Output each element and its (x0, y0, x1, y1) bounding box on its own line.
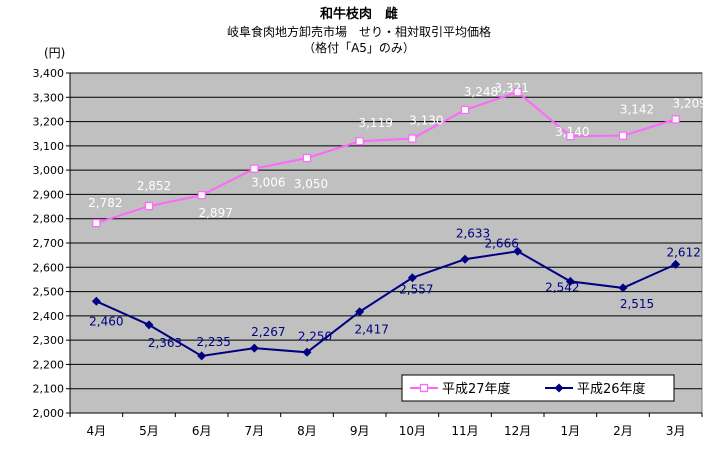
x-tick-label: 7月 (245, 424, 265, 438)
data-label: 2,666 (484, 236, 518, 250)
y-axis-unit-label: (円) (44, 46, 66, 60)
data-label: 3,006 (251, 176, 285, 190)
data-label: 3,119 (358, 116, 392, 130)
data-point (91, 296, 101, 306)
x-tick-label: 9月 (350, 424, 370, 438)
data-label: 2,897 (198, 206, 232, 220)
x-tick-label: 3月 (666, 424, 686, 438)
data-label: 2,542 (545, 280, 579, 294)
y-tick-label: 3,300 (33, 91, 65, 104)
data-point (197, 191, 206, 200)
data-point (460, 105, 470, 115)
data-label: 3,209 (672, 96, 706, 110)
x-tick-label: 2月 (613, 424, 633, 438)
legend-label: 平成27年度 (442, 381, 511, 397)
data-label: 2,417 (354, 323, 388, 337)
y-tick-label: 2,500 (33, 286, 65, 299)
data-point (92, 218, 101, 228)
data-point (513, 88, 522, 97)
x-tick-label: 12月 (504, 424, 531, 438)
x-tick-label: 4月 (87, 424, 107, 438)
chart-title-block: 和牛枝肉 雌 岐阜食肉地方卸売市場 せり・相対取引平均価格 （格付「A5」のみ） (0, 6, 718, 56)
data-point (302, 347, 312, 357)
x-tick-label: 8月 (297, 424, 317, 438)
data-label: 3,140 (555, 125, 589, 139)
series-line-2 (95, 250, 677, 357)
data-point (460, 254, 470, 264)
data-label: 3,142 (620, 103, 654, 117)
y-tick-label: 2,600 (33, 261, 65, 274)
data-point (355, 307, 365, 317)
legend-marker (419, 383, 429, 393)
data-point (513, 246, 523, 256)
data-label: 2,852 (137, 179, 171, 193)
y-tick-label: 3,000 (33, 164, 65, 177)
data-label: 2,250 (298, 329, 332, 343)
data-label: 2,633 (456, 226, 490, 240)
chart-subtitle: 岐阜食肉地方卸売市場 せり・相対取引平均価格 (226, 25, 491, 39)
data-label: 3,321 (494, 81, 528, 95)
y-tick-label: 2,300 (33, 334, 65, 347)
y-tick-label: 2,200 (33, 358, 65, 371)
y-tick-label: 2,900 (33, 188, 65, 201)
legend (401, 374, 675, 402)
data-label: 2,460 (89, 314, 123, 328)
legend-label: 平成26年度 (577, 381, 646, 397)
data-label: 3,130 (409, 114, 443, 128)
chart-subtitle-note: （格付「A5」のみ） (303, 41, 415, 55)
y-tick-label: 3,100 (33, 140, 65, 153)
data-label: 2,515 (620, 297, 654, 311)
x-tick-label: 6月 (192, 424, 212, 438)
y-tick-label: 2,400 (33, 310, 65, 323)
chart-title: 和牛枝肉 雌 (319, 7, 398, 22)
y-tick-label: 3,200 (33, 116, 65, 129)
data-point (618, 131, 628, 140)
data-label: 2,557 (399, 283, 433, 297)
data-label: 2,782 (88, 196, 122, 210)
series-line-1 (96, 91, 676, 225)
y-tick-label: 3,400 (33, 67, 65, 80)
data-point (671, 259, 681, 269)
data-point (250, 164, 259, 173)
y-tick-label: 2,100 (33, 383, 65, 396)
data-point (249, 343, 259, 353)
y-tick-label: 2,000 (33, 407, 65, 420)
data-point (302, 153, 312, 163)
legend-marker (554, 383, 564, 393)
y-tick-label: 2,700 (33, 237, 65, 250)
data-label: 2,612 (666, 245, 700, 259)
data-label: 3,050 (294, 177, 328, 191)
data-point (144, 201, 154, 211)
y-tick-label: 2,800 (33, 213, 65, 226)
x-tick-label: 1月 (561, 424, 581, 438)
data-point (671, 115, 680, 124)
data-label: 2,267 (251, 325, 285, 339)
data-point (566, 132, 575, 141)
data-label: 2,235 (196, 335, 230, 349)
data-point (408, 134, 417, 143)
x-tick-label: 5月 (139, 424, 159, 438)
data-point (565, 276, 575, 286)
data-point (144, 320, 154, 330)
data-point (618, 283, 628, 293)
data-label: 3,248 (464, 85, 498, 99)
data-label: 2,363 (148, 336, 182, 350)
x-tick-label: 11月 (451, 424, 478, 438)
data-point (407, 273, 417, 283)
x-tick-label: 10月 (399, 424, 426, 438)
data-point (197, 351, 207, 361)
data-point (355, 137, 364, 146)
